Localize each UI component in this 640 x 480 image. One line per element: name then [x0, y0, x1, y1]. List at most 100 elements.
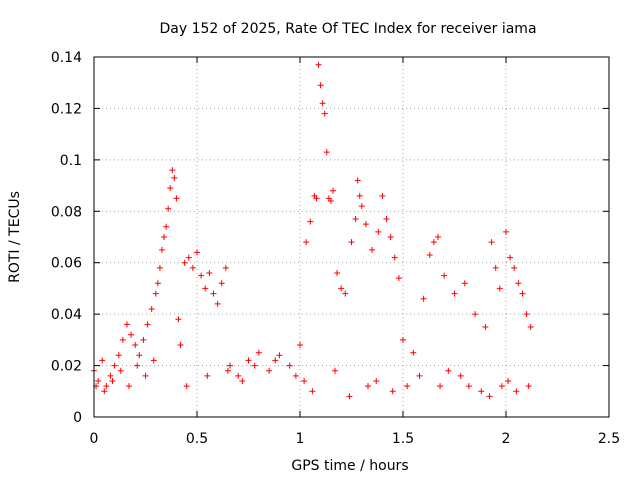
data-point: [177, 342, 184, 348]
data-point: [111, 362, 118, 369]
data-point: [511, 264, 518, 271]
data-point: [171, 174, 178, 181]
data-point: [101, 388, 108, 395]
data-point: [117, 367, 124, 374]
data-point: [505, 378, 512, 384]
x-tick-label: 1.5: [392, 431, 414, 447]
data-point: [334, 270, 341, 276]
data-point: [391, 254, 398, 261]
data-point: [214, 300, 221, 307]
data-point: [307, 218, 314, 225]
y-tick-label: 0.08: [51, 204, 82, 220]
data-point: [266, 367, 273, 374]
data-point: [154, 280, 161, 287]
data-point: [364, 383, 371, 390]
x-axis-label: GPS time / hours: [291, 458, 408, 474]
data-point: [132, 342, 139, 348]
data-point: [272, 357, 279, 364]
data-point: [400, 336, 406, 343]
data-point: [150, 357, 157, 364]
data-point: [503, 228, 509, 235]
y-tick-label: 0.02: [51, 359, 82, 375]
data-point: [387, 234, 394, 240]
data-point: [472, 311, 479, 318]
data-point: [204, 372, 211, 379]
data-point: [239, 378, 246, 384]
data-point: [286, 362, 293, 369]
data-point: [317, 82, 324, 89]
data-point: [358, 203, 365, 210]
x-tick-label: 2: [502, 431, 511, 447]
data-point: [430, 239, 437, 246]
y-tick-label: 0.12: [51, 101, 82, 117]
data-point: [309, 388, 316, 395]
data-point: [383, 216, 390, 222]
data-point: [482, 324, 489, 330]
x-axis-ticks: 0 0.5 1 1.5 2 2.5: [90, 57, 620, 447]
data-point: [375, 228, 382, 235]
data-point: [142, 372, 149, 379]
data-point: [161, 234, 168, 240]
data-point: [152, 290, 159, 297]
data-point: [426, 252, 433, 258]
data-point: [99, 357, 106, 364]
data-point: [169, 167, 176, 174]
data-point: [158, 246, 165, 253]
data-point: [292, 372, 299, 379]
chart-title: Day 152 of 2025, Rate Of TEC Index for r…: [159, 21, 536, 37]
data-point: [198, 272, 205, 279]
data-point: [136, 352, 143, 359]
data-point: [437, 383, 444, 390]
data-point: [175, 316, 182, 323]
data-point: [445, 367, 452, 374]
y-axis-ticks: 0 0.02 0.04 0.06 0.08 0.1 0.12 0.14: [51, 50, 609, 426]
data-point: [513, 388, 520, 395]
data-point: [140, 336, 147, 343]
data-point: [395, 275, 402, 282]
y-tick-label: 0.14: [51, 50, 82, 66]
data-point: [107, 372, 114, 379]
data-point: [134, 362, 141, 369]
data-point: [235, 372, 242, 379]
data-point: [313, 195, 320, 202]
data-point: [210, 290, 217, 297]
data-point: [165, 205, 172, 212]
x-tick-label: 2.5: [598, 431, 620, 447]
data-point: [194, 249, 200, 256]
data-point: [356, 192, 363, 199]
data-point: [404, 383, 411, 390]
data-point: [486, 393, 493, 400]
data-point: [255, 349, 262, 356]
data-point: [163, 223, 170, 230]
data-point: [342, 290, 349, 297]
data-point: [303, 239, 310, 246]
data-point: [218, 280, 225, 287]
y-tick-label: 0.04: [51, 307, 82, 323]
data-point: [109, 378, 116, 384]
data-point: [202, 285, 209, 292]
data-point: [461, 280, 468, 287]
data-point: [148, 306, 155, 312]
y-tick-label: 0: [73, 410, 82, 426]
data-point: [488, 239, 495, 246]
data-point: [457, 372, 464, 379]
data-point: [327, 198, 334, 204]
data-point: [348, 239, 355, 246]
data-point: [222, 264, 229, 271]
data-point: [420, 295, 427, 302]
data-point: [276, 352, 283, 359]
data-point: [123, 321, 130, 328]
data-point: [346, 393, 353, 400]
data-point: [95, 378, 102, 384]
data-point: [167, 185, 174, 192]
data-point: [323, 149, 330, 156]
x-tick-label: 0.5: [186, 431, 208, 447]
data-point: [185, 254, 192, 261]
y-tick-label: 0.1: [60, 153, 82, 169]
data-point: [373, 378, 380, 384]
data-point: [523, 311, 530, 318]
data-point: [515, 280, 522, 287]
data-point: [315, 61, 322, 68]
y-axis-label: ROTI / TECUs: [7, 191, 23, 283]
